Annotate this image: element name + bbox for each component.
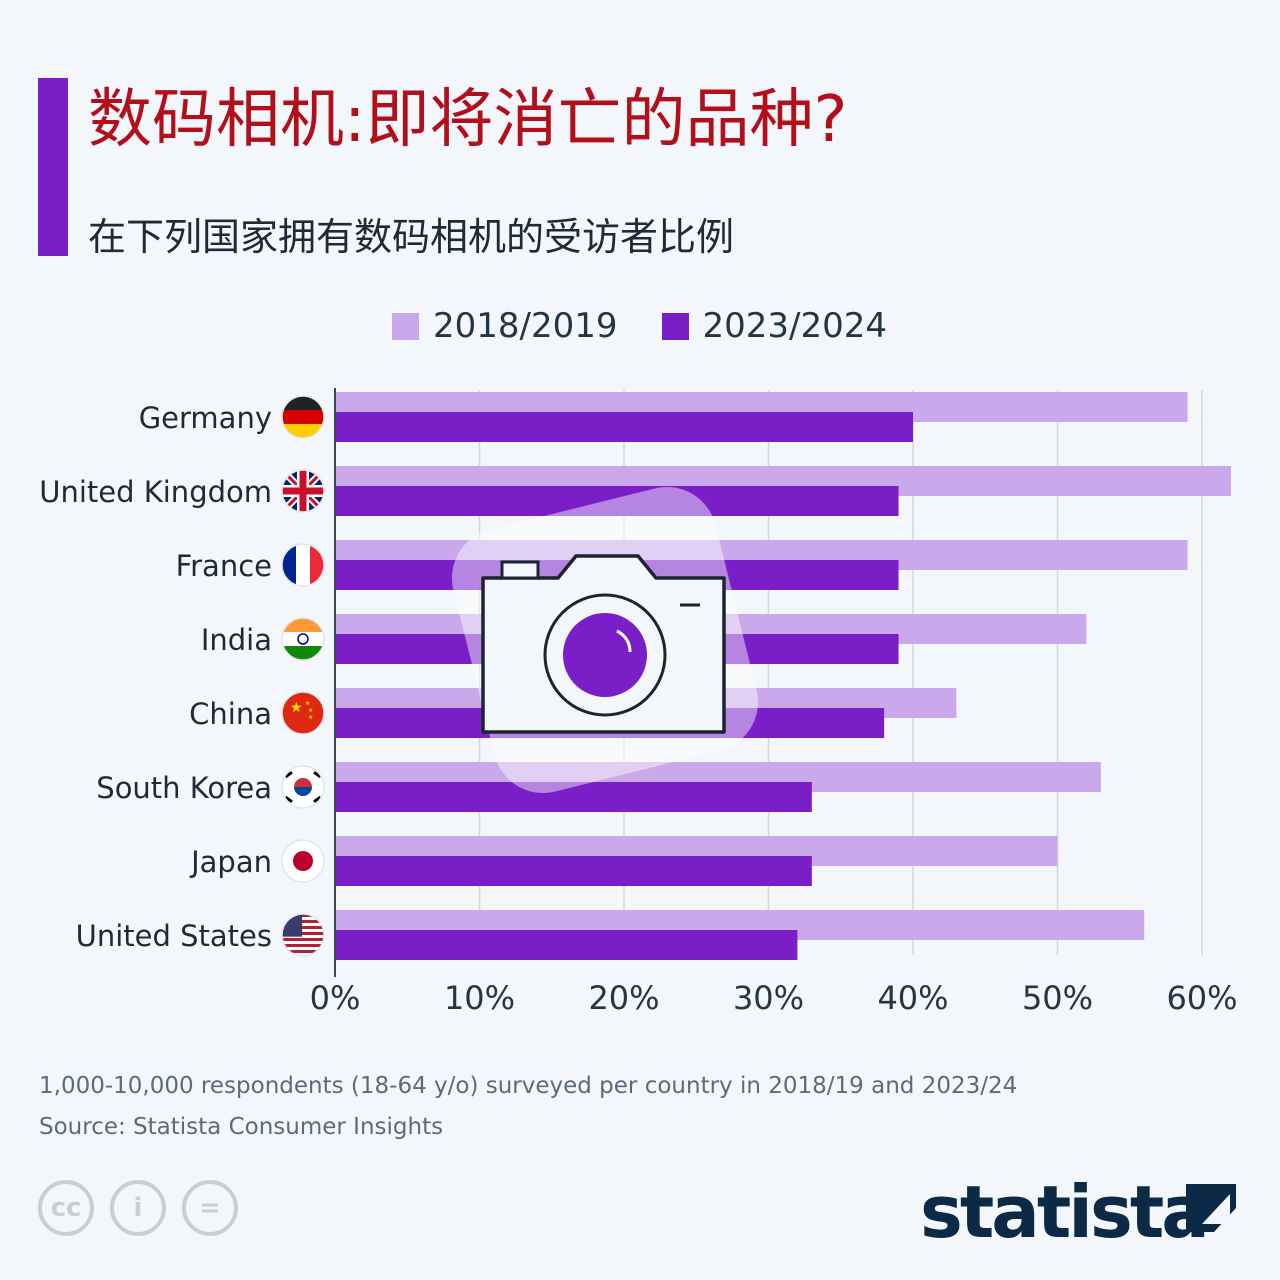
svg-text:★: ★ [290,700,303,716]
category-label: United Kingdom [39,475,272,509]
title-accent-bar [38,78,68,256]
category-label: Japan [189,845,272,879]
category-label: France [176,549,272,583]
attribution-icon[interactable]: i [110,1180,166,1236]
legend-label-2023: 2023/2024 [702,306,888,346]
legend-item-2023: 2023/2024 [661,306,888,346]
china-flag-icon: ★ ★★★ [281,691,325,735]
statista-logo-mark-icon [1186,1184,1236,1232]
legend-swatch-2018 [392,312,419,340]
source-note: Source: Statista Consumer Insights [39,1114,444,1140]
camera-icon [451,486,759,794]
uk-flag-icon [281,469,325,513]
germany-flag-icon [281,395,325,439]
bar-2023 [335,856,812,886]
statista-logo[interactable]: statista [920,1170,1210,1254]
no-derivatives-icon[interactable]: = [182,1180,238,1236]
x-tick-label: 10% [444,979,515,1017]
license-icons: cc i = [38,1180,254,1236]
svg-text:★: ★ [308,707,313,714]
usa-flag-icon [281,913,325,957]
legend-swatch-2023 [661,312,689,340]
x-tick-label: 50% [1022,979,1093,1017]
category-label: United States [76,919,272,953]
x-tick-label: 20% [588,979,659,1017]
category-label: Germany [139,401,272,435]
bar-2023 [335,486,899,516]
south-korea-flag-icon [281,765,325,809]
japan-flag-icon [281,839,325,883]
footnote: 1,000-10,000 respondents (18-64 y/o) sur… [39,1066,1017,1148]
svg-text:★: ★ [308,714,313,721]
legend-label-2018: 2018/2019 [433,306,618,346]
india-flag-icon [281,617,325,661]
france-flag-icon [281,543,325,587]
x-tick-label: 0% [310,979,361,1017]
bar-2023 [335,412,913,442]
bar-2023 [335,782,812,812]
category-label: China [189,697,272,731]
chart-subtitle: 在下列国家拥有数码相机的受访者比例 [88,215,735,259]
chart-legend: 2018/2019 2023/2024 [392,304,931,348]
cc-icon[interactable]: cc [38,1180,94,1236]
survey-note: 1,000-10,000 respondents (18-64 y/o) sur… [39,1073,1018,1099]
legend-item-2018: 2018/2019 [392,306,618,346]
svg-text:★: ★ [305,700,310,707]
x-tick-label: 30% [733,979,804,1017]
category-label: India [201,623,272,657]
x-tick-label: 60% [1166,979,1237,1017]
category-label: South Korea [96,771,272,805]
chart-title: 数码相机:即将消亡的品种? [88,83,848,157]
x-tick-label: 40% [877,979,948,1017]
bar-2023 [335,930,798,960]
